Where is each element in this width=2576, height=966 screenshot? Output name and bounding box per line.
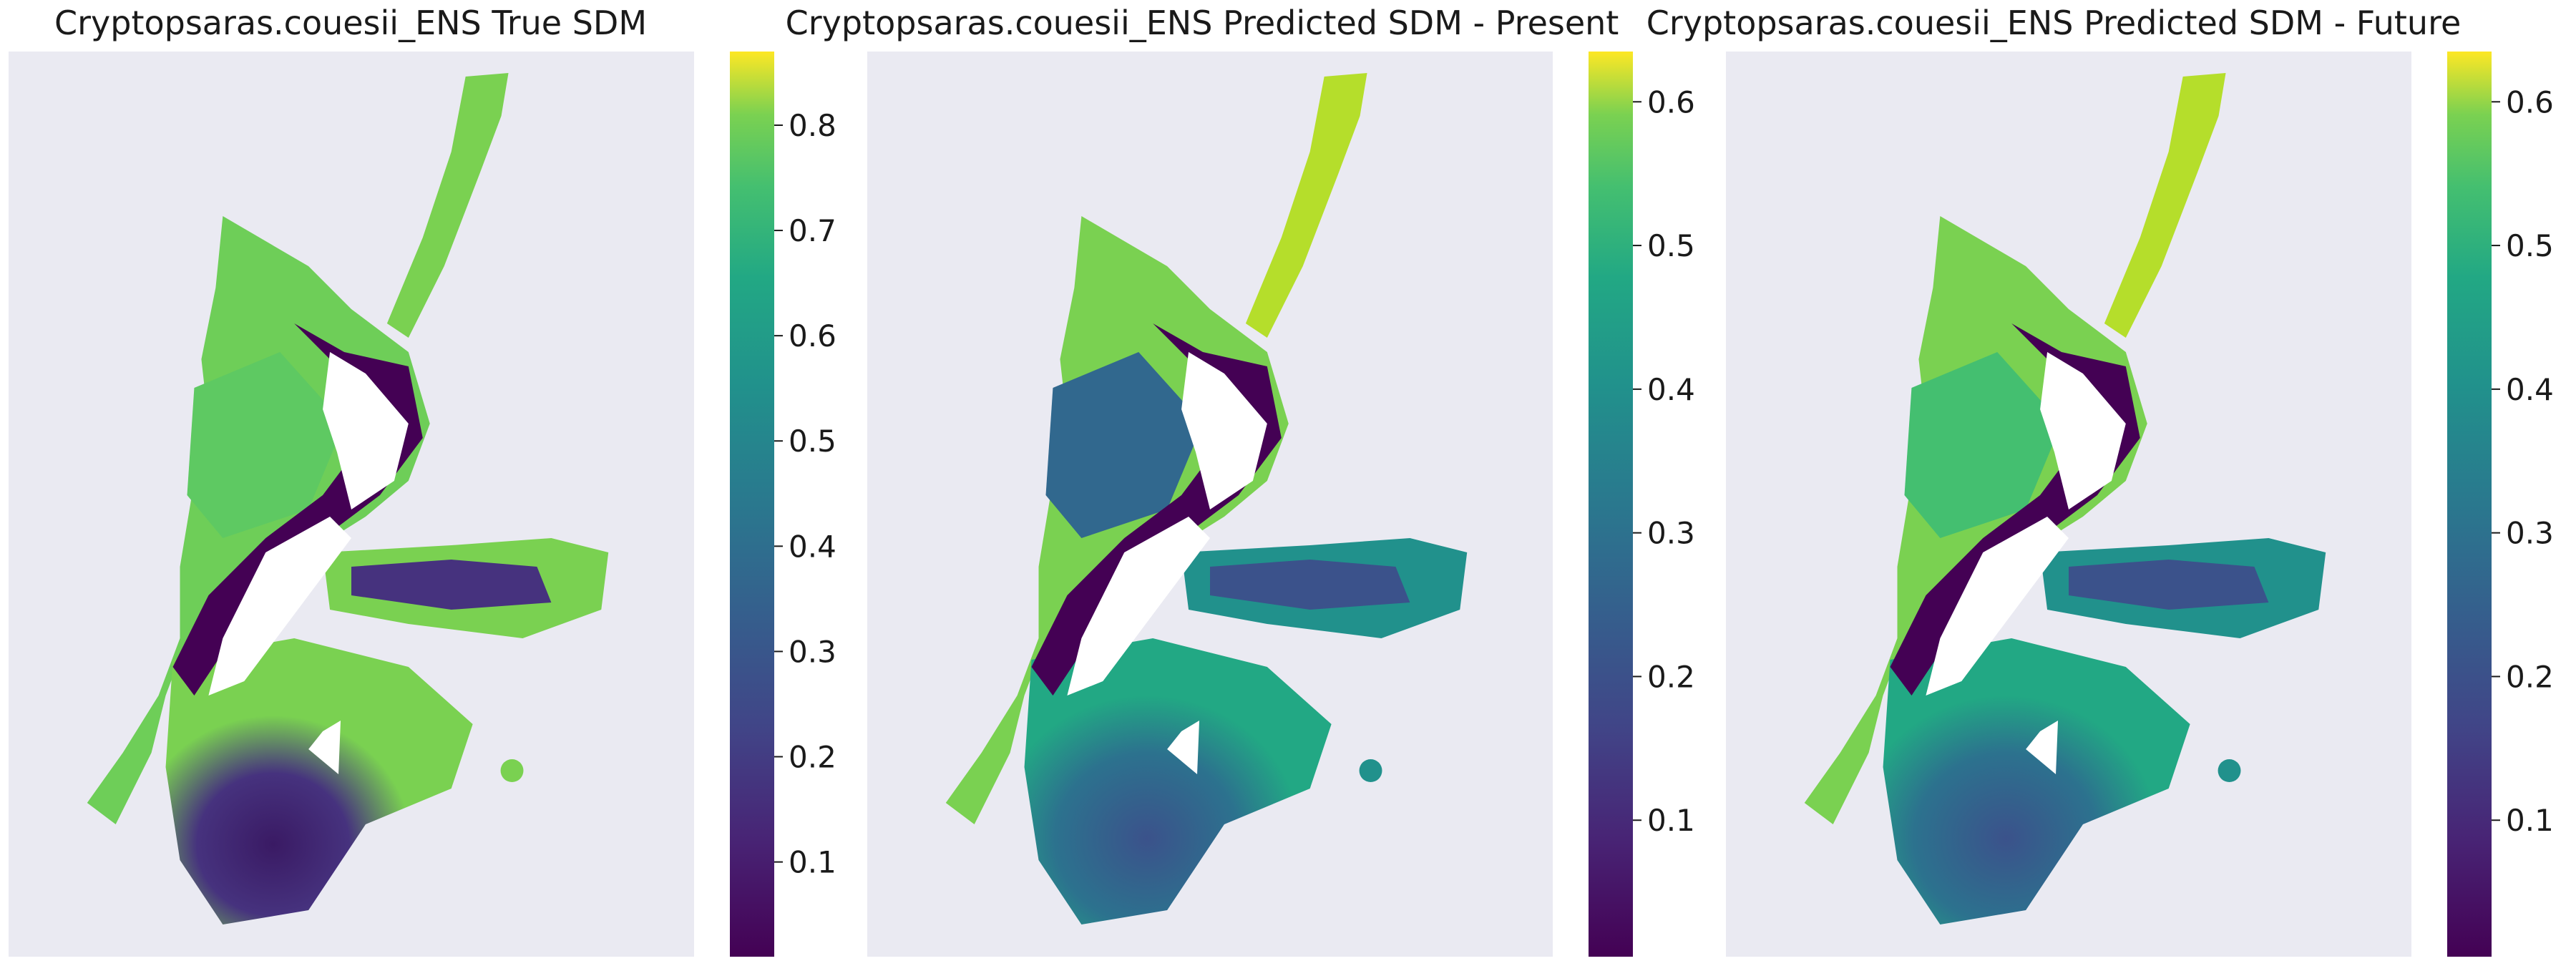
colorbar-tick-label: 0.6 [1647, 84, 1695, 119]
sdm-region-islet [500, 759, 524, 782]
colorbar-gradient [2447, 52, 2492, 957]
sdm-region-east-arm-core [2069, 560, 2269, 610]
colorbar-tick-label: 0.7 [789, 213, 836, 248]
sdm-landmask-north [323, 352, 409, 509]
sdm-region-west-lobe [1904, 352, 2062, 538]
sdm-landmask-south [208, 517, 351, 696]
sdm-panel-true: Cryptopsaras.couesii_ENS True SDM [0, 0, 859, 966]
sdm-landmask-north [2040, 352, 2126, 509]
colorbar-tick-label: 0.5 [2506, 228, 2554, 263]
colorbar-tick-label: 0.2 [1647, 659, 1695, 694]
colorbar-tick-label: 0.3 [789, 634, 836, 669]
sdm-region-north-strip [386, 73, 509, 338]
colorbar-tick-label: 0.1 [789, 845, 836, 880]
colorbar-tick-label: 0.6 [789, 318, 836, 353]
sdm-region-south-lobe [1883, 638, 2190, 924]
colorbar: 0.1 0.2 0.3 0.4 0.5 0.6 [2447, 52, 2554, 957]
colorbar-tick-label: 0.4 [1647, 372, 1695, 407]
colorbar-tick-label: 0.2 [2506, 659, 2554, 694]
sdm-map-future [1726, 52, 2411, 957]
colorbar-gradient [1589, 52, 1633, 957]
colorbar-tick-label: 0.1 [2506, 803, 2554, 838]
sdm-region-south-lobe [1024, 638, 1332, 924]
sdm-region-east-arm-core [1210, 560, 1410, 610]
sdm-landmask-south [1067, 517, 1210, 696]
sdm-panel-future: Cryptopsaras.couesii_ENS Predicted SDM -… [1646, 0, 2576, 966]
colorbar-ticks: 0.1 0.2 0.3 0.4 0.5 0.6 [1633, 84, 1695, 838]
colorbar: 0.1 0.2 0.3 0.4 0.5 0.6 [1589, 52, 1695, 957]
sdm-region-west-lobe [187, 352, 345, 538]
sdm-landmask-island [1167, 721, 1200, 774]
colorbar-tick-label: 0.4 [2506, 372, 2554, 407]
colorbar-tick-label: 0.3 [2506, 516, 2554, 551]
sdm-region-north-strip [1245, 73, 1367, 338]
panel-title: Cryptopsaras.couesii_ENS True SDM [54, 4, 648, 42]
sdm-region-north-strip [2104, 73, 2226, 338]
sdm-region-islet [2218, 759, 2241, 782]
panel-title: Cryptopsaras.couesii_ENS Predicted SDM -… [1646, 4, 2462, 42]
colorbar-tick-label: 0.8 [789, 108, 836, 143]
colorbar-tick-label: 0.3 [1647, 516, 1695, 551]
sdm-region-islet [1359, 759, 1382, 782]
colorbar: 0.1 0.2 0.3 0.4 0.5 0.6 0.7 0.8 [730, 52, 836, 957]
sdm-map-true [9, 52, 694, 957]
colorbar-ticks: 0.1 0.2 0.3 0.4 0.5 0.6 [2492, 84, 2554, 838]
sdm-landmask-south [1926, 517, 2069, 696]
sdm-map-present [867, 52, 1553, 957]
sdm-region-west-lobe [1045, 352, 1204, 538]
colorbar-tick-label: 0.4 [789, 529, 836, 564]
colorbar-tick-label: 0.5 [789, 424, 836, 459]
sdm-landmask-island [308, 721, 341, 774]
panel-title: Cryptopsaras.couesii_ENS Predicted SDM -… [785, 4, 1619, 42]
sdm-landmask-island [2026, 721, 2059, 774]
sdm-region-south-lobe [165, 638, 473, 924]
colorbar-tick-label: 0.2 [789, 740, 836, 775]
colorbar-tick-label: 0.5 [1647, 228, 1695, 263]
sdm-region-east-arm-core [351, 560, 552, 610]
colorbar-ticks: 0.1 0.2 0.3 0.4 0.5 0.6 0.7 0.8 [774, 108, 836, 880]
sdm-panel-present: Cryptopsaras.couesii_ENS Predicted SDM -… [786, 0, 1717, 966]
colorbar-tick-label: 0.6 [2506, 84, 2554, 119]
colorbar-tick-label: 0.1 [1647, 803, 1695, 838]
sdm-landmask-north [1181, 352, 1267, 509]
colorbar-gradient [730, 52, 774, 957]
